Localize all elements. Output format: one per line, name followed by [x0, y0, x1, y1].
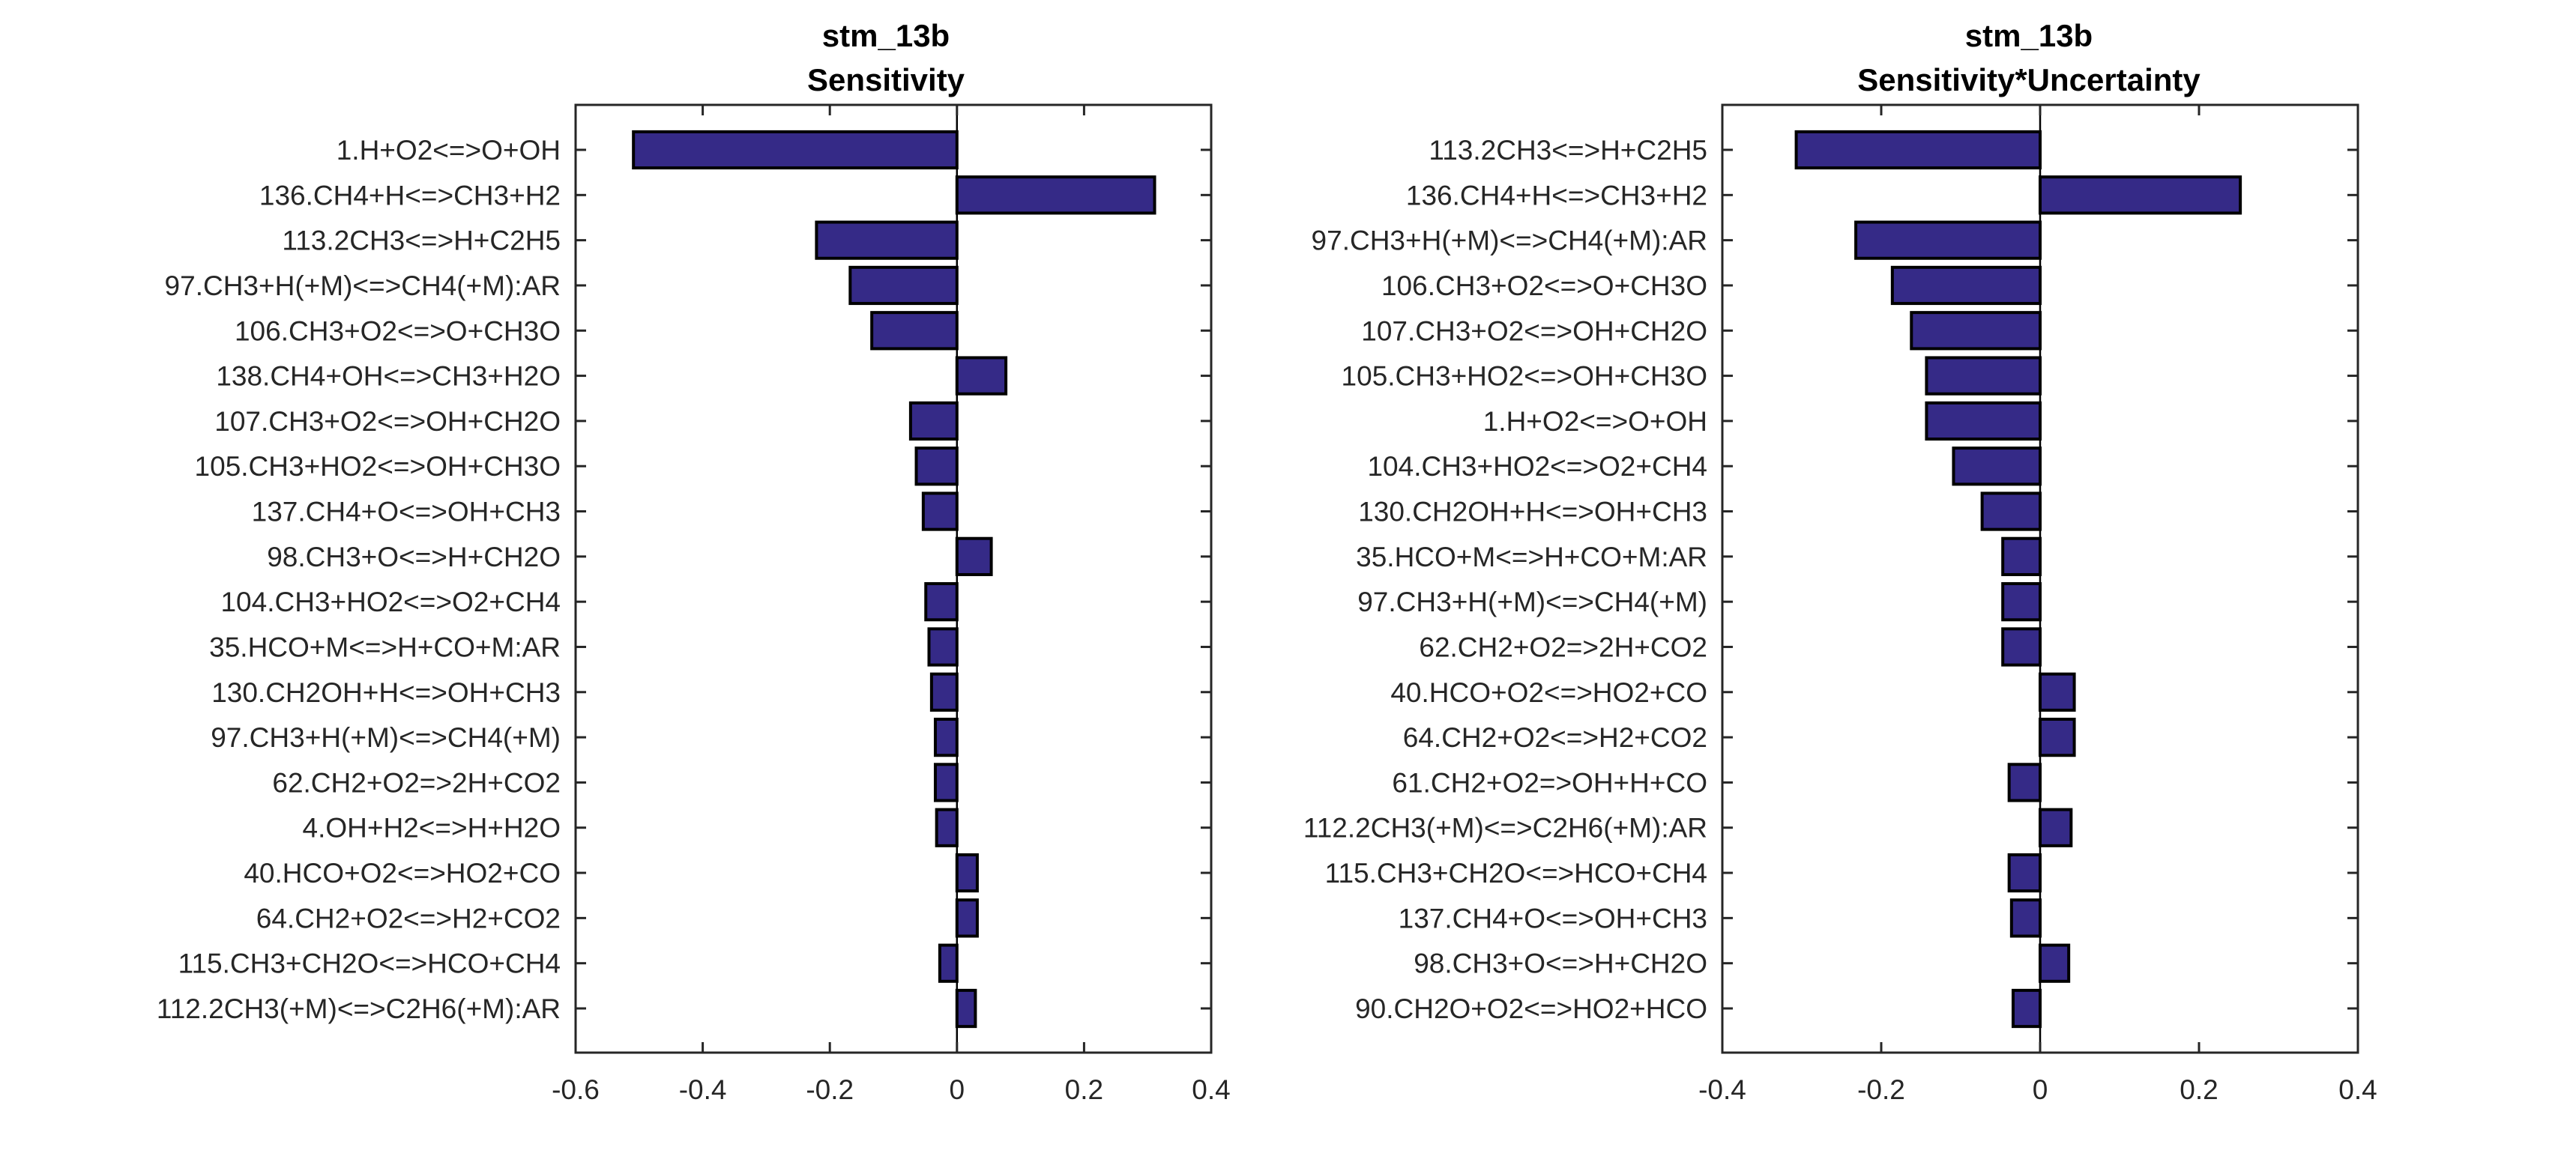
bar: [2009, 898, 2042, 938]
bar: [938, 943, 959, 983]
y-tick-label: 97.CH3+H(+M)<=>CH4(+M): [211, 722, 561, 753]
chart-subtitle: Sensitivity*Uncertainty: [1857, 62, 2201, 97]
x-tick-label: 0.2: [2180, 1074, 2218, 1105]
bar: [1794, 130, 2042, 170]
y-tick-label: 40.HCO+O2<=>HO2+CO: [1390, 677, 1707, 708]
y-tick-label: 35.HCO+M<=>H+CO+M:AR: [1356, 542, 1707, 572]
y-tick-label: 106.CH3+O2<=>O+CH3O: [235, 315, 561, 346]
bar: [955, 853, 979, 893]
y-tick-label: 97.CH3+H(+M)<=>CH4(+M):AR: [165, 270, 561, 301]
y-tick-label: 136.CH4+H<=>CH3+H2: [1406, 180, 1707, 211]
bar: [2039, 943, 2071, 983]
y-tick-label: 90.CH2O+O2<=>HO2+HCO: [1355, 993, 1707, 1024]
y-tick-label: 98.CH3+O<=>H+CH2O: [1414, 948, 1707, 979]
bar: [2039, 175, 2242, 215]
y-tick-label: 64.CH2+O2<=>H2+CO2: [256, 903, 561, 934]
chart-title: stm_13b: [822, 18, 950, 53]
bar: [2001, 627, 2042, 667]
bar: [1925, 401, 2042, 441]
y-tick-label: 105.CH3+HO2<=>OH+CH3O: [195, 451, 561, 482]
bar: [914, 447, 959, 486]
bar: [924, 582, 959, 622]
y-tick-label: 98.CH3+O<=>H+CH2O: [267, 542, 561, 572]
bar: [1925, 356, 2042, 396]
bar: [1952, 447, 2042, 486]
x-tick-label: -0.4: [1698, 1074, 1746, 1105]
bar: [2001, 536, 2042, 576]
bar: [1854, 220, 2042, 260]
bar: [2007, 763, 2042, 802]
chart-subtitle: Sensitivity: [807, 62, 965, 97]
x-tick-label: 0.4: [1192, 1074, 1230, 1105]
y-tick-label: 137.CH4+O<=>OH+CH3: [252, 497, 561, 527]
bar: [1890, 265, 2042, 306]
axes-box: [574, 103, 1213, 1054]
chart-title: stm_13b: [1965, 18, 2093, 53]
y-tick-label: 138.CH4+OH<=>CH3+H2O: [216, 361, 561, 392]
bar: [935, 808, 959, 847]
x-tick-label: -0.4: [679, 1074, 727, 1105]
y-tick-label: 64.CH2+O2<=>H2+CO2: [1403, 722, 1707, 753]
y-tick-label: 104.CH3+HO2<=>O2+CH4: [220, 587, 561, 617]
x-tick-label: 0: [950, 1074, 965, 1105]
y-tick-label: 115.CH3+CH2O<=>HCO+CH4: [1325, 858, 1707, 889]
bar: [2011, 988, 2042, 1029]
bar: [933, 717, 959, 757]
x-tick-label: 0: [2033, 1074, 2048, 1105]
bar: [2039, 717, 2076, 757]
y-tick-label: 136.CH4+H<=>CH3+H2: [259, 180, 561, 211]
y-tick-label: 115.CH3+CH2O<=>HCO+CH4: [178, 948, 561, 979]
bar: [2007, 853, 2042, 893]
bar: [955, 988, 977, 1029]
sensitivity-chart: stm_13b Sensitivity 1.H+O2<=>O+OH 136.CH4…: [157, 18, 1231, 1105]
y-tick-label: 107.CH3+O2<=>OH+CH2O: [214, 406, 561, 437]
bar: [955, 175, 1156, 215]
y-tick-label: 35.HCO+M<=>H+CO+M:AR: [209, 632, 561, 662]
bar: [2039, 808, 2073, 847]
bar: [2039, 672, 2076, 712]
x-tick-label: 0.4: [2338, 1074, 2377, 1105]
y-tick-label: 113.2CH3<=>H+C2H5: [1429, 135, 1707, 166]
y-tick-label: 112.2CH3(+M)<=>C2H6(+M):AR: [1303, 813, 1707, 844]
y-tick-label: 1.H+O2<=>O+OH: [337, 135, 561, 166]
y-tick-label: 62.CH2+O2=>2H+CO2: [1419, 632, 1707, 662]
bar: [908, 401, 959, 441]
y-tick-label: 113.2CH3<=>H+C2H5: [282, 226, 561, 256]
y-tick-label: 40.HCO+O2<=>HO2+CO: [244, 858, 561, 889]
y-tick-label: 130.CH2OH+H<=>OH+CH3: [211, 677, 561, 708]
bar: [929, 672, 959, 712]
y-tick-label: 62.CH2+O2=>2H+CO2: [272, 767, 561, 798]
y-tick-label: 107.CH3+O2<=>OH+CH2O: [1361, 315, 1707, 346]
x-tick-label: -0.2: [1857, 1074, 1905, 1105]
bar: [933, 763, 959, 802]
y-tick-label: 112.2CH3(+M)<=>C2H6(+M):AR: [157, 993, 561, 1024]
y-tick-label: 4.OH+H2<=>H+H2O: [303, 813, 561, 844]
sensitivity-uncertainty-chart: stm_13b Sensitivity*Uncertainty 113.2CH3…: [1303, 18, 2377, 1105]
y-tick-label: 105.CH3+HO2<=>OH+CH3O: [1342, 361, 1707, 392]
bar: [848, 265, 959, 306]
bar: [955, 536, 993, 576]
x-tick-label: -0.2: [806, 1074, 854, 1105]
y-tick-label: 104.CH3+HO2<=>O2+CH4: [1367, 451, 1707, 482]
y-tick-label: 137.CH4+O<=>OH+CH3: [1399, 903, 1707, 934]
y-tick-label: 1.H+O2<=>O+OH: [1483, 406, 1707, 437]
y-tick-label: 97.CH3+H(+M)<=>CH4(+M): [1357, 587, 1707, 617]
y-tick-label: 97.CH3+H(+M)<=>CH4(+M):AR: [1312, 226, 1707, 256]
bar: [870, 311, 959, 351]
bar: [632, 130, 959, 170]
x-tick-label: 0.2: [1065, 1074, 1103, 1105]
bar: [927, 627, 959, 667]
y-tick-label: 130.CH2OH+H<=>OH+CH3: [1358, 497, 1707, 527]
bar: [1980, 491, 2042, 531]
y-tick-label: 61.CH2+O2=>OH+H+CO: [1392, 767, 1707, 798]
bar: [955, 898, 979, 938]
bar: [815, 220, 959, 260]
bar: [955, 356, 1008, 396]
bar: [921, 491, 959, 531]
x-tick-label: -0.6: [552, 1074, 600, 1105]
bar: [1910, 311, 2042, 351]
y-tick-label: 106.CH3+O2<=>O+CH3O: [1381, 270, 1707, 301]
bar: [2001, 582, 2042, 622]
